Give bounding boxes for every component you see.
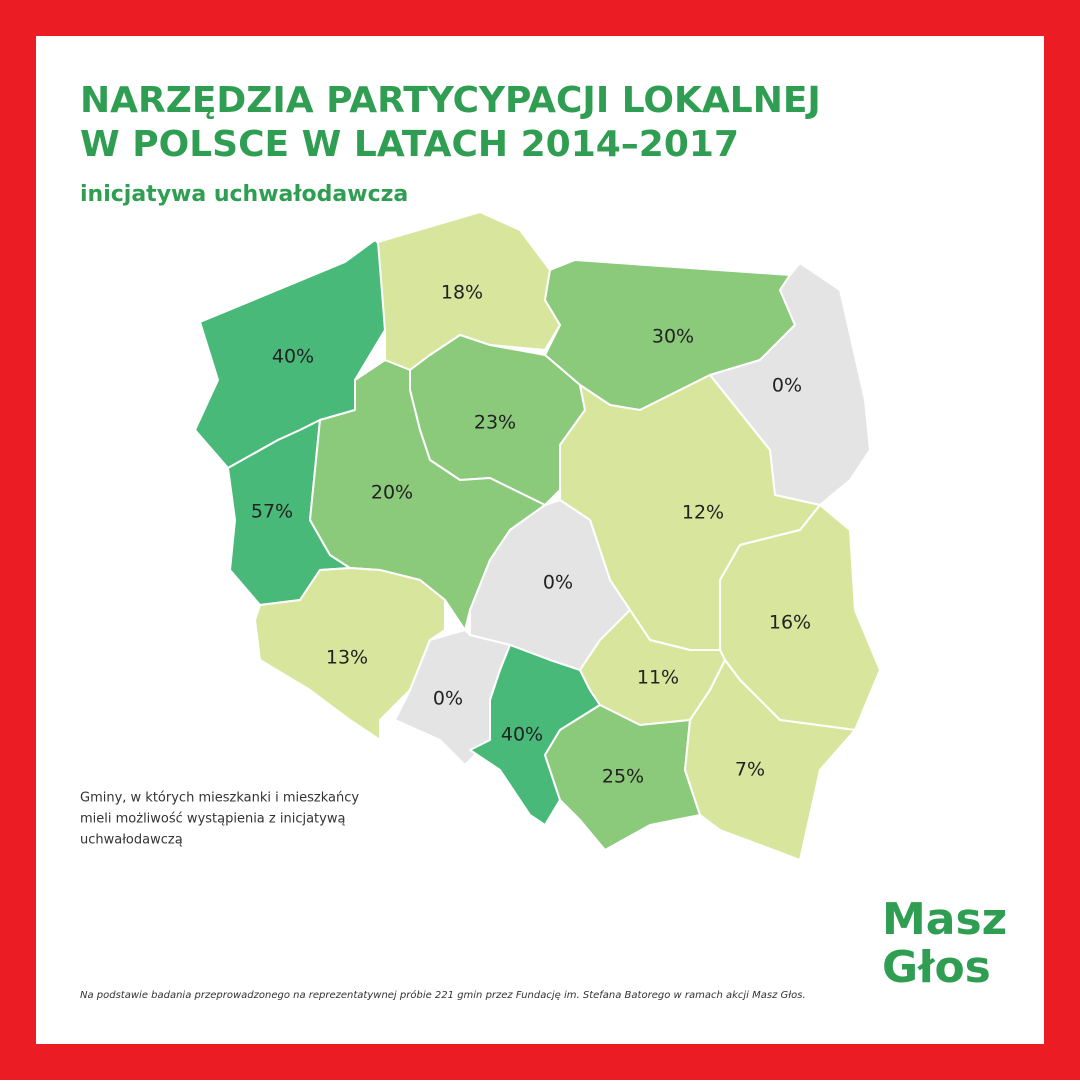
region-label: 57% — [251, 501, 293, 523]
logo-line: Masz — [882, 894, 1007, 945]
region-label: 0% — [772, 375, 802, 397]
logo-line: Głos — [882, 942, 991, 993]
region-label: 0% — [543, 572, 573, 594]
region-label: 30% — [652, 326, 694, 348]
region-label: 16% — [769, 612, 811, 634]
region — [684, 659, 856, 861]
region-label: 23% — [474, 412, 516, 434]
region-label: 25% — [602, 766, 644, 788]
title-line: W POLSCE W LATACH 2014–2017 — [80, 124, 739, 165]
legend-line: uchwałodawczą — [80, 833, 183, 848]
map: 40% 18% 30% 0% 23% 57% 20% 12% 0% 16% 13% 0% 40% 11% 2… — [194, 211, 881, 861]
title-line: NARZĘDZIA PARTYCYPACJI LOKALNEJ — [80, 80, 821, 121]
subtitle: inicjatywa uchwałodawcza — [80, 182, 408, 207]
region-label: 18% — [441, 282, 483, 304]
region-label: 40% — [272, 346, 314, 368]
region-label: 7% — [735, 759, 765, 781]
region-label: 13% — [326, 647, 368, 669]
region-label: 20% — [371, 482, 413, 504]
legend-line: mieli możliwość wystąpienia z inicjatywą — [80, 812, 345, 827]
region-label: 0% — [433, 688, 463, 710]
region — [544, 704, 701, 851]
region-label: 11% — [637, 667, 679, 689]
legend-line: Gminy, w których mieszkanki i mieszkańcy — [80, 791, 359, 806]
region-label: 12% — [682, 502, 724, 524]
region-label: 40% — [501, 724, 543, 746]
footnote: Na podstawie badania przeprowadzonego na… — [80, 989, 806, 1001]
